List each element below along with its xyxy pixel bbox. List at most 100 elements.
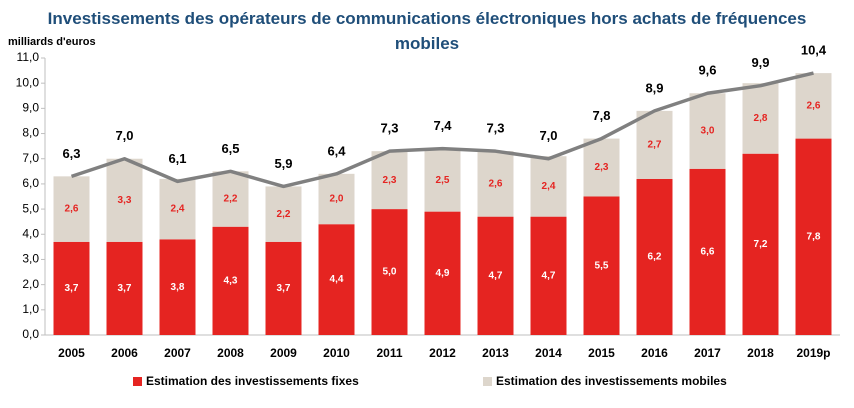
total-label: 8,9: [645, 80, 663, 95]
total-label: 10,4: [801, 43, 827, 58]
value-label: 2,6: [807, 100, 821, 111]
value-label: 3,8: [171, 282, 185, 293]
bar-segment: [424, 211, 461, 335]
value-label: 2,4: [171, 204, 185, 215]
value-label: 2,2: [224, 194, 238, 205]
value-label: 4,9: [436, 268, 450, 279]
bar-segment: [159, 239, 196, 335]
bar-segment: [742, 153, 779, 335]
y-tick-label: 6,0: [22, 176, 39, 190]
value-label: 7,2: [754, 239, 768, 250]
total-line: [70, 71, 814, 189]
total-label: 7,0: [115, 128, 133, 143]
x-tick-label: 2008: [217, 346, 244, 360]
bar-segment: [159, 178, 196, 240]
legend-swatch: [483, 377, 492, 386]
y-tick-label: 11,0: [17, 50, 40, 64]
total-label: 9,9: [751, 55, 769, 70]
bar-segment: [795, 138, 832, 335]
legend-label: Estimation des investissements mobiles: [496, 374, 727, 388]
y-tick-label: 3,0: [22, 252, 39, 266]
bar-segment: [424, 148, 461, 212]
value-label: 2,7: [648, 140, 662, 151]
bar-segment: [265, 241, 302, 335]
total-label: 6,5: [221, 141, 239, 156]
value-label: 4,7: [542, 270, 556, 281]
total-label: 5,9: [274, 156, 292, 171]
x-tick-label: 2005: [58, 346, 85, 360]
total-label: 7,8: [592, 108, 610, 123]
bar-segment: [212, 171, 249, 227]
bar-segment: [742, 83, 779, 154]
x-tick-label: 2017: [694, 346, 721, 360]
chart-title: Investissements des opérateurs de commun…: [47, 9, 807, 53]
bar-segment: [106, 241, 143, 335]
legend-swatch: [133, 377, 142, 386]
bar-segment: [212, 226, 249, 335]
bar-segment: [106, 158, 143, 242]
value-label: 2,6: [489, 179, 503, 190]
bar-segment: [53, 241, 90, 335]
value-label: 3,7: [118, 283, 132, 294]
bar-segment: [636, 178, 673, 335]
value-label: 3,3: [118, 195, 132, 206]
x-tick-label: 2009: [270, 346, 297, 360]
bar-segment: [265, 186, 302, 242]
bar-segment: [318, 224, 355, 335]
y-tick-label: 10,0: [16, 75, 40, 89]
x-tick-label: 2007: [164, 346, 191, 360]
value-label: 3,0: [701, 126, 715, 137]
value-label: 2,3: [595, 162, 609, 173]
value-label: 2,8: [754, 113, 768, 124]
value-label: 4,3: [224, 275, 238, 286]
value-label: 3,7: [65, 283, 79, 294]
y-tick-label: 7,0: [22, 151, 39, 165]
x-tick-label: 2015: [588, 346, 615, 360]
x-tick-label: 2013: [482, 346, 509, 360]
bar-segment: [689, 93, 726, 169]
bar-segment: [530, 156, 567, 217]
bar-segment: [636, 110, 673, 179]
value-label: 6,6: [701, 247, 715, 258]
bar-segment: [318, 173, 355, 225]
bar-segment: [477, 151, 514, 217]
y-tick-label: 2,0: [22, 277, 39, 291]
bar-segment: [477, 216, 514, 335]
total-label: 6,1: [168, 151, 186, 166]
x-tick-label: 2016: [641, 346, 668, 360]
x-tick-label: 2006: [111, 346, 138, 360]
value-label: 4,4: [330, 274, 344, 285]
value-label: 7,8: [807, 231, 821, 242]
y-tick-label: 5,0: [22, 201, 39, 215]
x-tick-label: 2012: [429, 346, 456, 360]
bar-segment: [530, 216, 567, 335]
x-tick-label: 2014: [535, 346, 562, 360]
value-label: 2,0: [330, 194, 344, 205]
bar-segment: [371, 209, 408, 335]
legend-label: Estimation des investissements fixes: [146, 374, 359, 388]
bar-segment: [689, 168, 726, 335]
bar-segment: [53, 176, 90, 242]
x-tick-label: 2018: [747, 346, 774, 360]
y-tick-label: 4,0: [22, 226, 39, 240]
value-label: 6,2: [648, 252, 662, 263]
total-label: 6,3: [62, 146, 80, 161]
bar-segment: [371, 151, 408, 210]
value-label: 2,5: [436, 175, 450, 186]
x-tick-label: 2010: [323, 346, 350, 360]
value-label: 5,0: [383, 267, 397, 278]
y-tick-label: 8,0: [22, 126, 39, 140]
value-label: 2,2: [277, 209, 291, 220]
value-label: 4,7: [489, 270, 503, 281]
y-tick-label: 9,0: [22, 101, 39, 115]
total-label: 6,4: [327, 143, 346, 158]
total-label: 7,4: [433, 118, 452, 133]
bar-segment: [583, 196, 620, 335]
bar-segment: [795, 73, 832, 139]
x-tick-label: 2011: [376, 346, 402, 360]
y-tick-label: 0,0: [22, 327, 39, 341]
value-label: 2,3: [383, 175, 397, 186]
value-label: 3,7: [277, 283, 291, 294]
